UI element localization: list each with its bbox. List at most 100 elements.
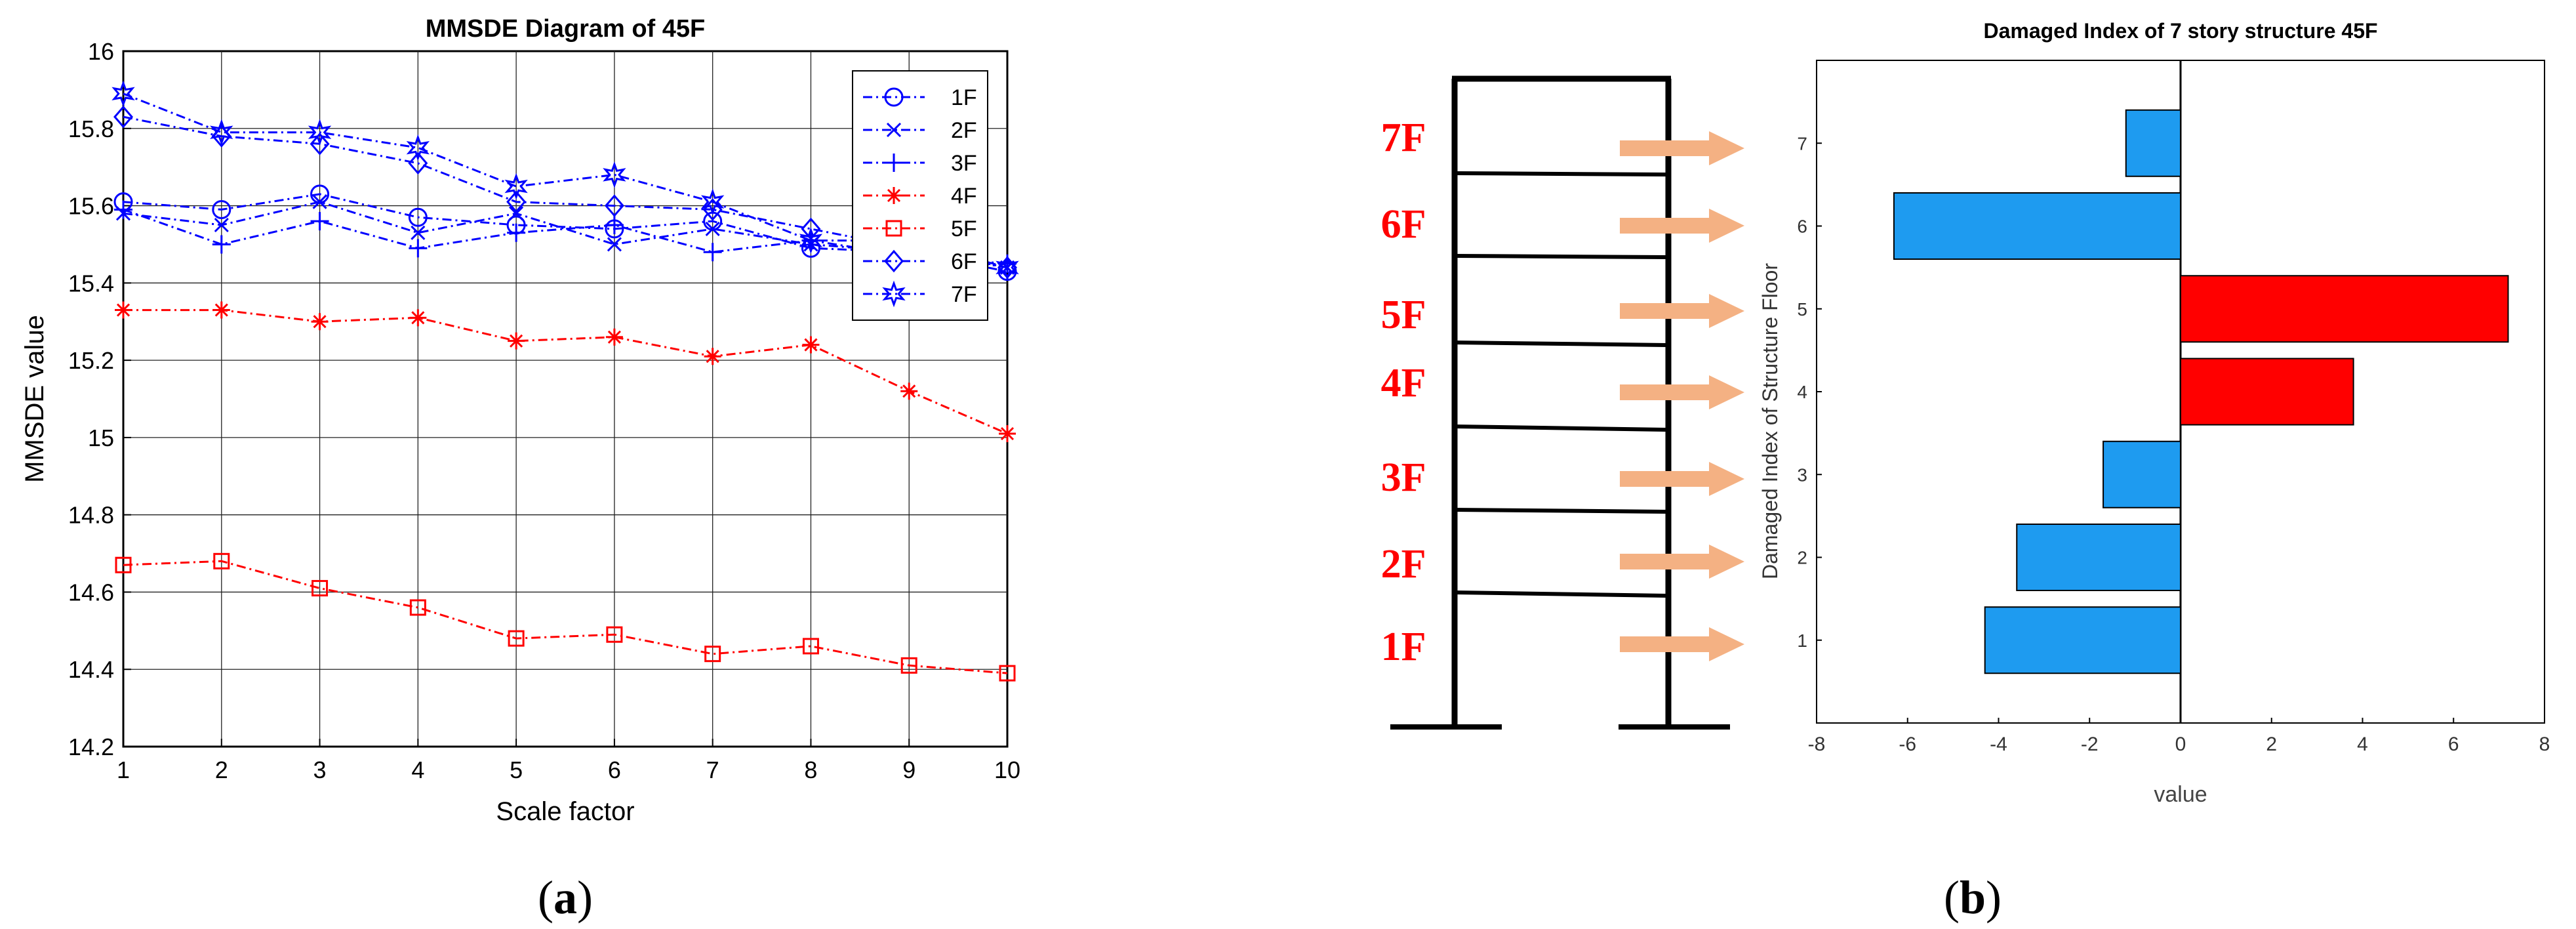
bar-floor-5 [2180,275,2509,343]
floor-beam [1454,341,1669,347]
chart-b-y-tick-label: 5 [1797,299,1807,320]
floor-label-2f: 2F [1381,542,1426,587]
floor-label-4f: 4F [1381,361,1426,405]
legend-swatch-marker [885,154,903,172]
lateral-load-arrow [1620,545,1744,579]
chart-a-x-tick-label: 5 [510,756,523,783]
data-point [704,646,721,663]
data-point [114,200,132,219]
data-point [212,301,230,319]
chart-a-x-axis-label: Scale factor [496,797,634,826]
series-line [123,309,1008,435]
chart-b-x-ticks: -8 -6 -4 -2 0 2 4 6 8 [1808,718,2550,755]
legend-label: 7F [951,282,977,307]
chart-a-y-ticks: 14.2 14.4 14.6 14.8 15 15.2 15.4 15.6 15.8 16 [68,38,131,760]
data-point [310,212,329,231]
chart-a-x-tick-label: 10 [994,756,1020,783]
legend-swatch-marker [884,249,904,273]
chart-b-y-ticks: 1 2 3 4 5 6 7 [1797,133,1822,651]
chart-a-y-tick-label: 14.8 [68,502,114,529]
legend-swatch-marker [885,187,902,204]
legend-item-6f: 6F [863,249,977,274]
data-point [210,119,233,146]
legend-item-7f: 7F [863,280,977,308]
data-point [506,190,527,213]
data-point [802,638,819,655]
data-point [605,328,623,346]
legend-label: 4F [951,184,977,209]
data-point [801,231,820,250]
lateral-load-arrow [1620,627,1744,661]
data-point [308,119,332,146]
data-point [409,239,428,258]
chart-b-x-axis-label: value [2154,782,2207,807]
structure-schematic: 1F 2F 3F 4F 5F 6F 7F [1381,75,1744,730]
chart-a-y-tick-label: 15.8 [68,115,114,142]
chart-a-x-tick-label: 9 [902,756,916,783]
data-point [703,243,722,262]
data-point [408,152,428,175]
chart-a-x-tick-label: 4 [411,756,424,783]
legend-item-2f: 2F [863,118,977,143]
chart-b-y-tick-label: 2 [1797,548,1807,568]
data-point [411,225,426,240]
data-point [311,313,329,331]
chart-b-y-tick-label: 7 [1797,133,1807,154]
mmsde-line-chart: 1 2 3 4 5 6 7 8 9 10 14.2 14.4 14.6 14.8 15 15.2 15.4 15… [20,15,1020,826]
chart-a-title: MMSDE Diagram of 45F [426,15,706,43]
chart-a-y-tick-label: 14.4 [68,656,114,683]
floor-beam [1454,424,1669,432]
data-point [115,301,132,319]
data-point [508,332,525,350]
lateral-load-arrow [1620,131,1744,165]
data-point [213,552,230,569]
chart-a-x-ticks: 1 2 3 4 5 6 7 8 9 10 [117,739,1020,783]
data-point [799,227,823,255]
series-line [123,560,1008,674]
data-point [408,207,428,227]
data-point [509,206,524,221]
panel-a-letter: a [553,871,577,924]
bar-floor-6 [1893,192,2181,260]
data-point [212,199,231,219]
legend-label: 3F [951,151,977,176]
data-point [507,223,526,242]
data-point [900,382,918,400]
chart-a-y-axis-label: MMSDE value [20,315,49,483]
chart-b-x-tick-label: -4 [1990,733,2007,755]
data-point [701,188,725,216]
data-point [406,134,430,161]
data-point [801,217,821,241]
floor-label-7f: 7F [1381,115,1426,160]
chart-a-y-tick-label: 15.4 [68,270,114,297]
legend-label: 2F [951,118,977,143]
data-point [212,235,231,254]
data-point [214,217,229,233]
chart-b-bars-group [1893,60,2509,723]
data-point [409,599,426,616]
chart-b-x-tick-label: -2 [2081,733,2099,755]
legend-item-4f: 4F [863,184,977,209]
bar-floor-2 [2016,524,2181,591]
chart-b-x-tick-label: -8 [1808,733,1826,755]
chart-a-x-tick-label: 8 [804,756,817,783]
legend-swatch-marker [886,122,902,138]
legend-item-1f: 1F [863,85,977,110]
data-point [111,80,135,108]
lateral-load-arrow [1620,209,1744,243]
chart-b-x-tick-label: -6 [1899,733,1916,755]
legend-label: 5F [951,217,977,241]
data-point [115,556,132,573]
chart-a-y-tick-label: 14.2 [68,733,114,760]
chart-b-title: Damaged Index of 7 story structure 45F [1983,19,2377,43]
chart-b-x-tick-label: 0 [2175,733,2186,755]
data-point [996,254,1019,281]
chart-a-x-tick-label: 3 [313,756,327,783]
floor-beam [1454,171,1669,176]
lateral-load-arrow [1620,462,1744,496]
chart-a-legend: 1F 2F 3F 4F 5F 6F 7F [852,70,988,321]
chart-a-gridlines [123,51,1007,747]
data-point [802,336,820,354]
bar-floor-7 [2125,109,2181,177]
floor-beam [1454,508,1669,514]
